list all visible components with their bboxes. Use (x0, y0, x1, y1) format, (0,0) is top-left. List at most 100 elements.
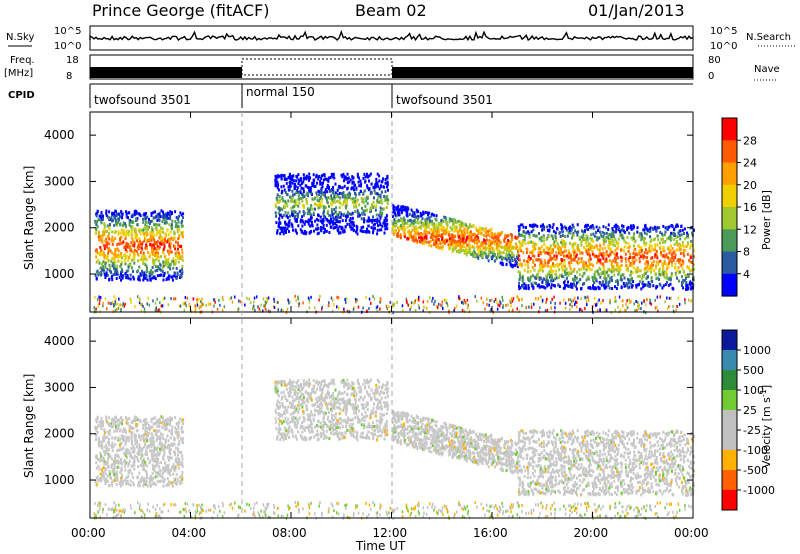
echo-cell (400, 224, 402, 228)
echo-cell (144, 276, 147, 280)
echo-cell (329, 214, 332, 218)
echo-cell (483, 233, 485, 237)
echo-cell (502, 306, 504, 309)
echo-cell (331, 198, 334, 202)
echo-cell (146, 266, 148, 270)
echo-cell (405, 503, 408, 507)
echo-cell (527, 266, 530, 270)
echo-cell (176, 224, 179, 228)
echo-cell (483, 229, 485, 233)
echo-cell (498, 244, 501, 248)
echo-cell (140, 309, 143, 313)
echo-cell (532, 286, 535, 290)
echo-cell (306, 186, 309, 189)
echo-cell (457, 296, 460, 300)
echo-cell (495, 240, 498, 244)
echo-cell (133, 229, 136, 233)
echo-cell (651, 247, 654, 251)
echo-cell (666, 227, 669, 231)
echo-cell (417, 304, 420, 308)
echo-cell (563, 258, 566, 262)
echo-cell (344, 194, 347, 198)
echo-cell (622, 249, 625, 253)
echo-cell (382, 221, 385, 225)
echo-cell (278, 174, 281, 178)
echo-cell (622, 229, 625, 233)
echo-cell (350, 212, 353, 216)
echo-cell (296, 215, 299, 219)
echo-cell (164, 263, 167, 267)
echo-cell (427, 225, 430, 229)
echo-cell (155, 256, 158, 260)
echo-cell (571, 223, 574, 227)
echo-cell (616, 279, 619, 283)
echo-cell (582, 264, 585, 268)
echo-cell (525, 251, 528, 254)
echo-cell (624, 252, 627, 256)
echo-cell (684, 248, 687, 252)
echo-cell (351, 186, 354, 190)
echo-cell (93, 306, 95, 310)
echo-cell (392, 207, 395, 211)
echo-cell (343, 307, 345, 311)
echo-cell (346, 196, 349, 200)
echo-cell (170, 227, 173, 231)
echo-cell (335, 206, 337, 210)
echo-cell (631, 237, 634, 241)
echo-cell (104, 276, 107, 279)
echo-cell (162, 250, 164, 254)
echo-cell (601, 262, 604, 266)
echo-cell (468, 239, 471, 243)
echo-cell (614, 260, 617, 264)
echo-cell (374, 185, 376, 189)
echo-cell (671, 247, 674, 251)
echo-cell (281, 228, 284, 232)
echo-cell (315, 203, 318, 207)
echo-cell (564, 306, 567, 310)
echo-cell (154, 258, 157, 262)
echo-cell (282, 214, 285, 217)
echo-cell (194, 308, 197, 312)
echo-cell (154, 507, 157, 511)
echo-cell (522, 230, 525, 233)
echo-cell (96, 225, 99, 229)
echo-cell (264, 307, 267, 311)
echo-cell (684, 301, 686, 305)
echo-cell (163, 271, 166, 275)
echo-cell (464, 233, 466, 237)
echo-cell (676, 305, 678, 308)
echo-cell (319, 215, 322, 219)
echo-cell (336, 213, 339, 217)
echo-cell (480, 231, 483, 235)
echo-cell (505, 303, 507, 307)
echo-cell (325, 218, 328, 221)
echo-cell (618, 501, 621, 505)
echo-cell (561, 259, 564, 263)
echo-cell (155, 308, 158, 312)
echo-cell (379, 212, 382, 216)
echo-cell (417, 510, 420, 514)
echo-cell (607, 244, 610, 248)
echo-cell (116, 272, 119, 276)
echo-cell (652, 238, 655, 242)
echo-cell (643, 251, 646, 255)
echo-cell (295, 191, 298, 195)
echo-cell (423, 511, 425, 515)
echo-cell (406, 210, 409, 214)
echo-cell (347, 196, 350, 200)
echo-cell (444, 219, 447, 223)
echo-cell (97, 304, 99, 308)
echo-cell (607, 228, 610, 231)
echo-cell (351, 222, 354, 226)
echo-cell (126, 245, 129, 249)
echo-cell (324, 228, 326, 232)
freq-bar-seg3 (392, 67, 693, 78)
echo-cell (288, 230, 290, 233)
echo-cell (94, 274, 97, 278)
echo-cell (473, 239, 476, 243)
echo-cell (510, 297, 513, 301)
echo-cell (289, 172, 291, 176)
echo-cell (139, 250, 142, 254)
echo-cell (531, 223, 534, 227)
echo-cell (335, 225, 338, 228)
